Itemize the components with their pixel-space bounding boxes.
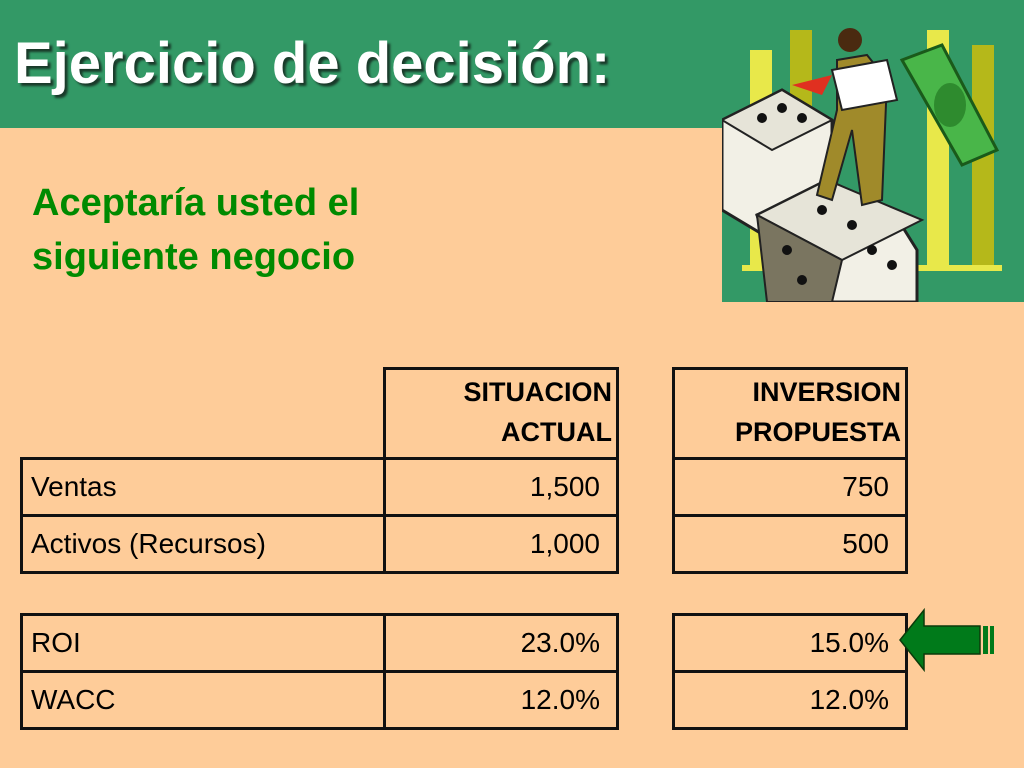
value-propuesta: 750 — [672, 457, 908, 517]
value-actual: 1,500 — [383, 457, 619, 517]
row-label: Activos (Recursos) — [20, 514, 386, 574]
value-propuesta: 12.0% — [672, 670, 908, 730]
slide-title: Ejercicio de decisión: — [14, 31, 611, 96]
value-actual: 23.0% — [383, 613, 619, 673]
value-propuesta: 500 — [672, 514, 908, 574]
subtitle-line: Aceptaría usted el — [32, 182, 360, 224]
header-line: INVERSION — [752, 377, 901, 407]
row-label: ROI — [20, 613, 386, 673]
value-propuesta: 15.0% — [672, 613, 908, 673]
row-label: WACC — [20, 670, 386, 730]
slide-subtitle: Aceptaría usted el siguiente negocio — [32, 176, 359, 284]
man-with-dice-and-money-clipart — [722, 0, 1024, 302]
header-inversion-propuesta: INVERSION PROPUESTA — [672, 367, 908, 461]
left-arrow-icon — [899, 608, 994, 672]
row-label: Ventas — [20, 457, 386, 517]
value-actual: 12.0% — [383, 670, 619, 730]
header-line: SITUACION — [463, 377, 613, 407]
value-actual: 1,000 — [383, 514, 619, 574]
header-line: ACTUAL — [501, 417, 612, 447]
header-line: PROPUESTA — [734, 417, 901, 447]
subtitle-line: siguiente negocio — [32, 236, 356, 278]
header-situacion-actual: SITUACION ACTUAL — [383, 367, 619, 461]
